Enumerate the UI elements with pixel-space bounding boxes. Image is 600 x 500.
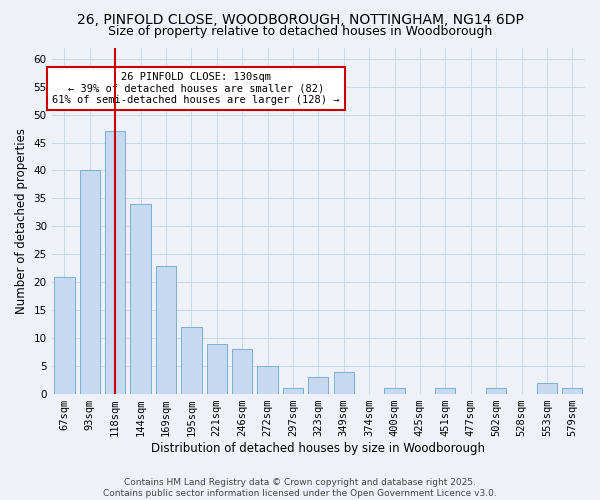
Bar (206, 344, 227, 394)
Bar (435, 388, 455, 394)
Bar (156, 266, 176, 394)
Bar (130, 204, 151, 394)
Text: 26 PINFOLD CLOSE: 130sqm
← 39% of detached houses are smaller (82)
61% of semi-d: 26 PINFOLD CLOSE: 130sqm ← 39% of detach… (52, 72, 340, 105)
Bar (54, 276, 74, 394)
Bar (537, 383, 557, 394)
Bar (562, 388, 583, 394)
Bar (105, 132, 125, 394)
Bar (385, 388, 404, 394)
Bar (308, 378, 328, 394)
Text: Contains HM Land Registry data © Crown copyright and database right 2025.
Contai: Contains HM Land Registry data © Crown c… (103, 478, 497, 498)
Y-axis label: Number of detached properties: Number of detached properties (15, 128, 28, 314)
Bar (232, 350, 253, 394)
Bar (283, 388, 303, 394)
Text: Size of property relative to detached houses in Woodborough: Size of property relative to detached ho… (108, 25, 492, 38)
X-axis label: Distribution of detached houses by size in Woodborough: Distribution of detached houses by size … (151, 442, 485, 455)
Text: 26, PINFOLD CLOSE, WOODBOROUGH, NOTTINGHAM, NG14 6DP: 26, PINFOLD CLOSE, WOODBOROUGH, NOTTINGH… (77, 12, 523, 26)
Bar (486, 388, 506, 394)
Bar (257, 366, 278, 394)
Bar (181, 327, 202, 394)
Bar (334, 372, 354, 394)
Bar (80, 170, 100, 394)
